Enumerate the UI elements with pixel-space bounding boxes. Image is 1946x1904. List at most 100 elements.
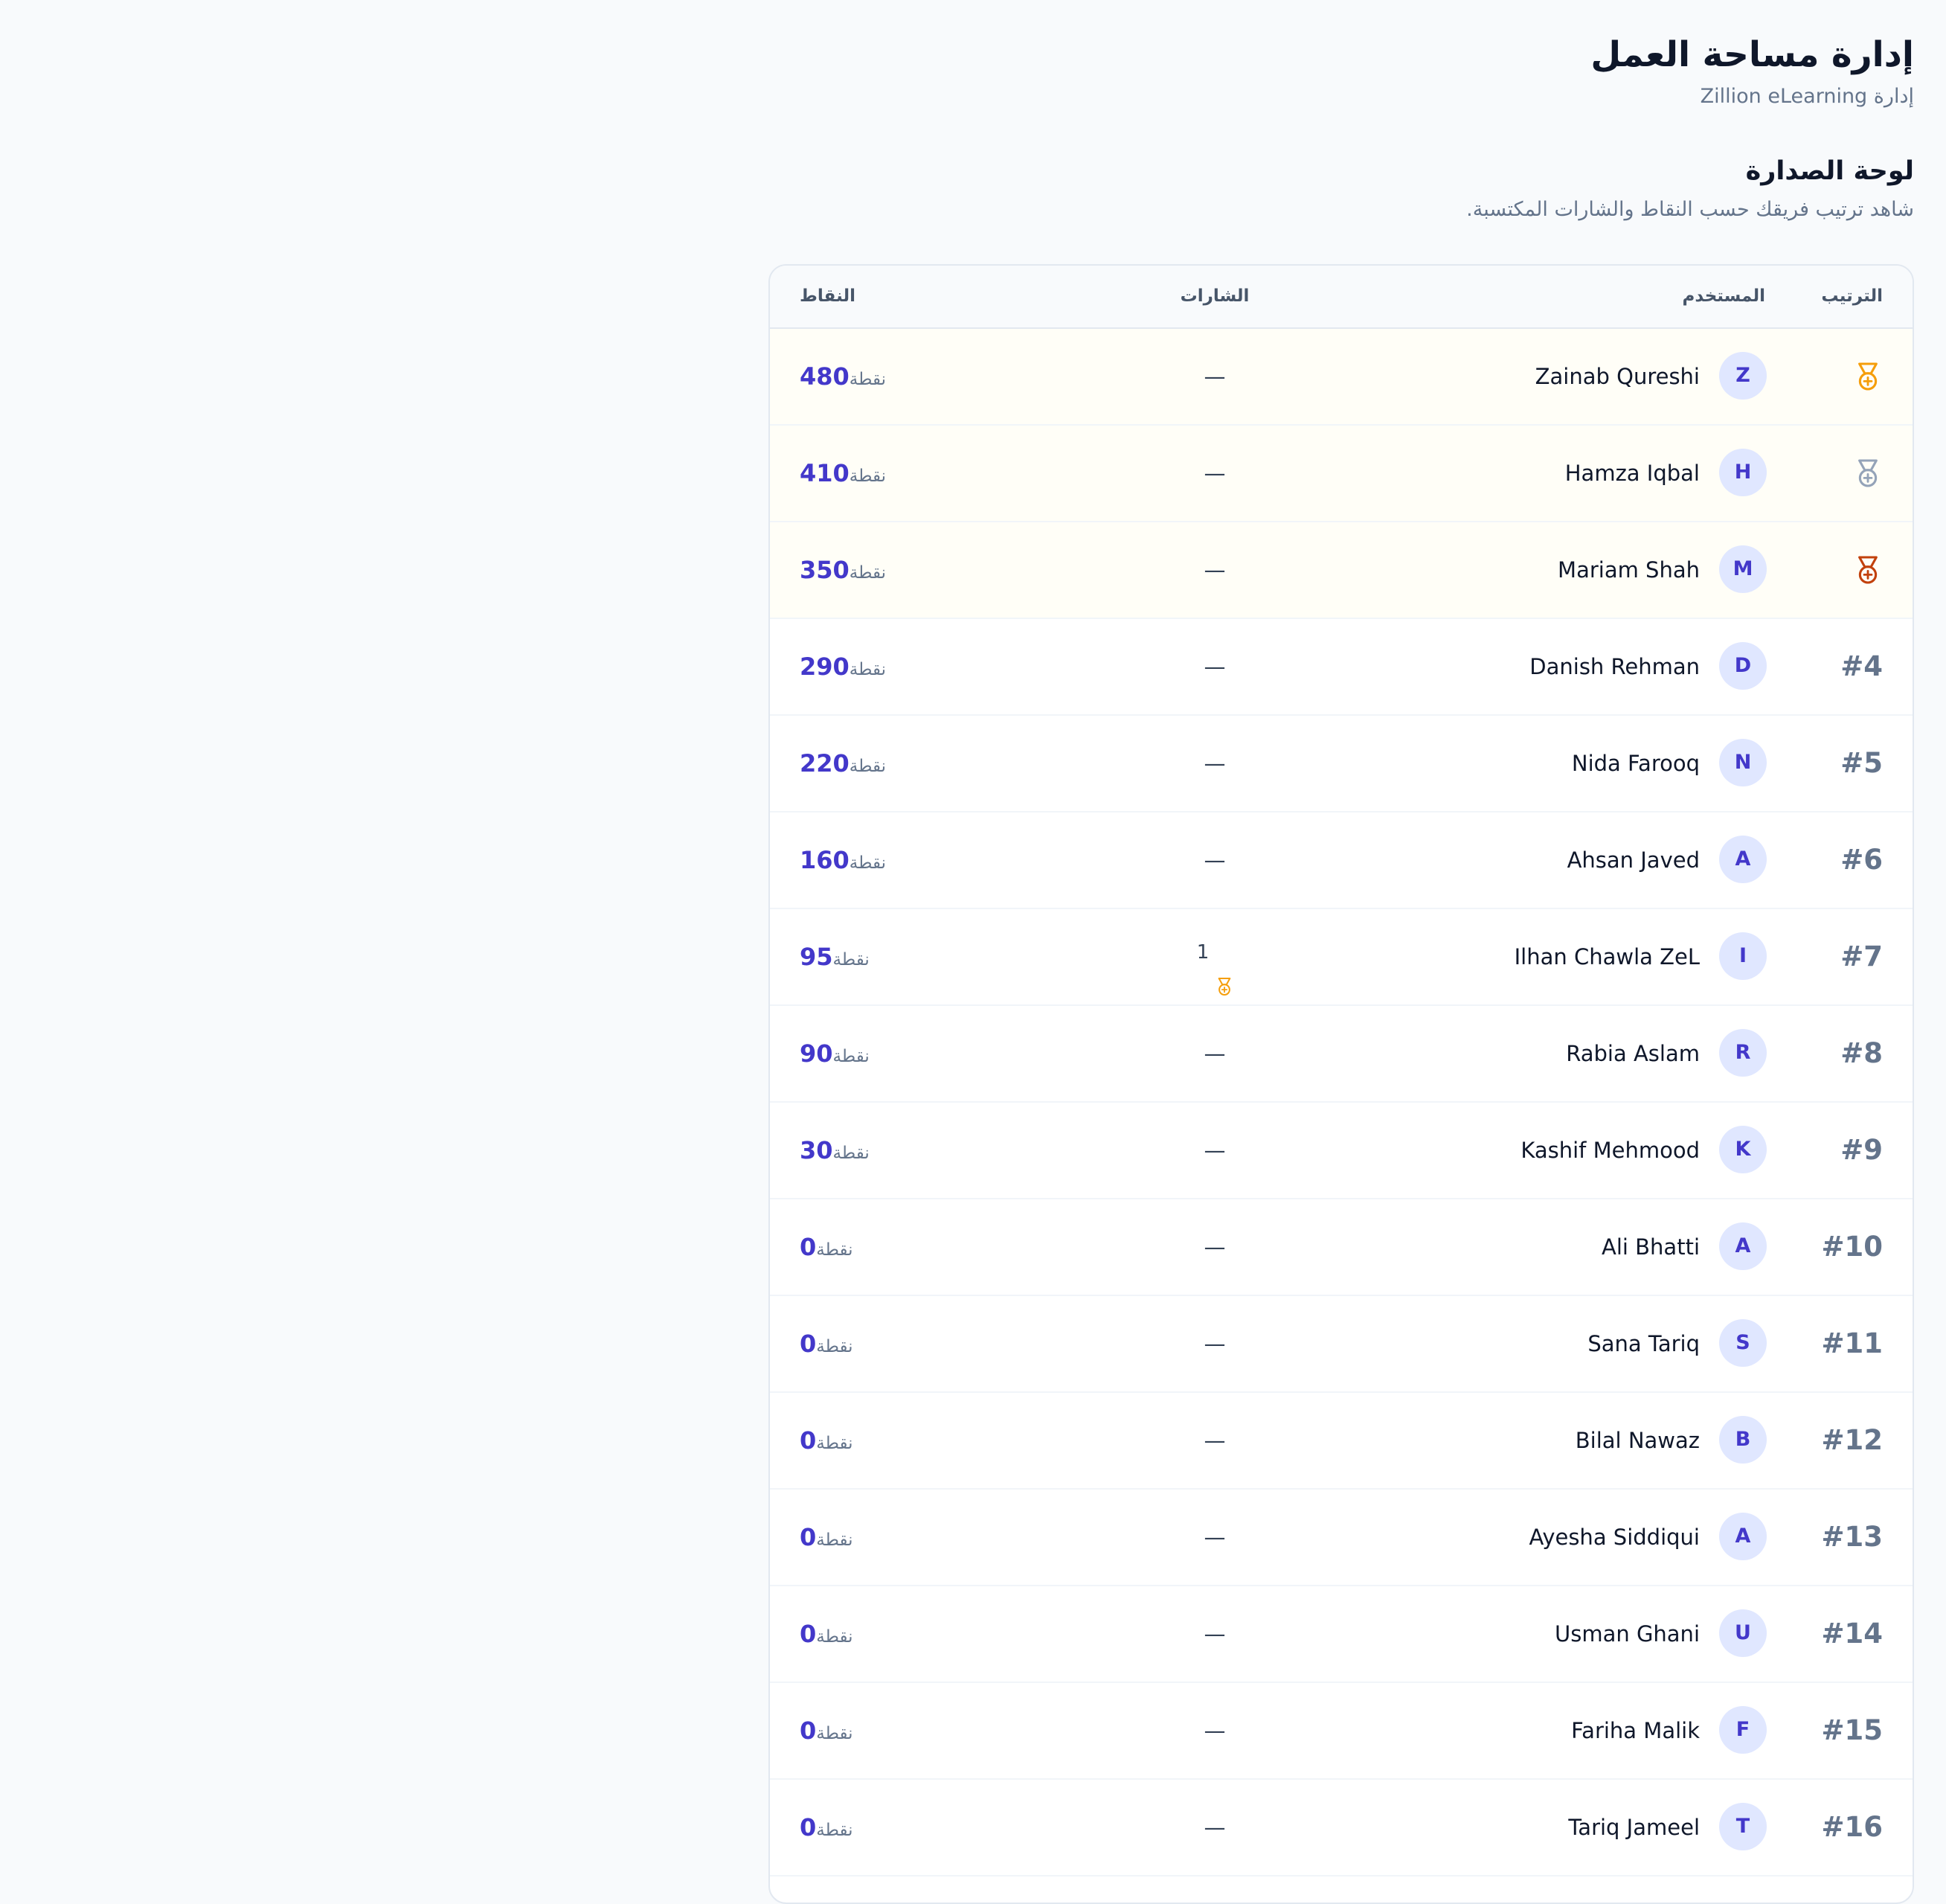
- points-unit-label: نقطة: [832, 1047, 870, 1066]
- column-header-user: المستخدم: [1682, 286, 1765, 306]
- points-unit-label: نقطة: [816, 1434, 853, 1453]
- points-cell: نقطة0: [800, 1393, 859, 1488]
- avatar: Z: [1719, 352, 1767, 400]
- rank-number: #16: [1821, 1811, 1884, 1843]
- badges-cell: —: [1140, 1683, 1289, 1778]
- rank-number: #7: [1840, 940, 1883, 972]
- table-row: #7 I Ilhan Chawla ZeL 1 نقطة95: [770, 909, 1913, 1006]
- leaderboard-section-header: لوحة الصدارة شاهد ترتيب فريقك حسب النقاط…: [1466, 153, 1914, 225]
- table-row: #16 T Tariq Jameel — نقطة0: [770, 1780, 1913, 1876]
- points-cell: نقطة410: [800, 426, 892, 521]
- avatar: S: [1719, 1319, 1767, 1367]
- points-unit-label: نقطة: [816, 1337, 853, 1356]
- badges-cell: —: [1140, 522, 1289, 618]
- points-value: 410: [800, 459, 850, 487]
- points-cell: نقطة350: [800, 522, 892, 618]
- table-row: #9 K Kashif Mehmood — نقطة30: [770, 1103, 1913, 1199]
- badges-cell: —: [1140, 1586, 1289, 1682]
- table-header: الترتيب المستخدم الشارات النقاط: [770, 266, 1913, 329]
- user-name: Mariam Shah: [1558, 557, 1700, 583]
- table-row: #4 D Danish Rehman — نقطة290: [770, 619, 1913, 716]
- avatar: A: [1719, 836, 1767, 883]
- no-badges-dash: —: [1204, 751, 1226, 776]
- avatar: R: [1719, 1029, 1767, 1077]
- badges-cell: —: [1140, 1199, 1289, 1295]
- user-name: Fariha Malik: [1571, 1718, 1700, 1743]
- avatar: D: [1719, 642, 1767, 690]
- points-unit-label: نقطة: [816, 1724, 853, 1743]
- table-row: #8 R Rabia Aslam — نقطة90: [770, 1006, 1913, 1103]
- user-name: Tariq Jameel: [1568, 1815, 1700, 1840]
- avatar: I: [1719, 932, 1767, 980]
- rank-number: #10: [1821, 1231, 1884, 1263]
- user-name: Danish Rehman: [1529, 654, 1700, 679]
- points-value: 90: [800, 1039, 833, 1068]
- points-value: 220: [800, 749, 850, 778]
- points-unit-label: نقطة: [816, 1821, 853, 1840]
- no-badges-dash: —: [1204, 1815, 1226, 1840]
- user-name: Ali Bhatti: [1601, 1234, 1700, 1260]
- bronze-medal-svg: [1858, 556, 1878, 584]
- badges-cell: —: [1140, 812, 1289, 908]
- leaderboard-title: لوحة الصدارة: [1745, 156, 1914, 186]
- avatar: H: [1719, 449, 1767, 496]
- points-value: 480: [800, 362, 850, 391]
- user-name: Nida Farooq: [1571, 751, 1700, 776]
- table-row: #10 A Ali Bhatti — نقطة0: [770, 1199, 1913, 1296]
- avatar: A: [1719, 1222, 1767, 1270]
- badges-cell: —: [1140, 1393, 1289, 1488]
- points-value: 0: [800, 1717, 817, 1745]
- gold-medal-icon: [1855, 362, 1881, 391]
- badges-cell: —: [1140, 1780, 1289, 1875]
- points-value: 30: [800, 1136, 833, 1164]
- points-value: 95: [800, 943, 833, 971]
- leaderboard-description: شاهد ترتيب فريقك حسب النقاط والشارات الم…: [1466, 198, 1914, 221]
- user-name: Kashif Mehmood: [1520, 1138, 1700, 1163]
- no-badges-dash: —: [1204, 1331, 1226, 1356]
- points-value: 0: [800, 1330, 817, 1358]
- avatar: F: [1719, 1706, 1767, 1754]
- avatar: N: [1719, 739, 1767, 786]
- page-subtitle: إدارة Zillion eLearning: [1700, 85, 1914, 108]
- table-row: #6 A Ahsan Javed — نقطة160: [770, 812, 1913, 909]
- rank-number: #9: [1840, 1134, 1883, 1166]
- table-row: Z Zainab Qureshi — نقطة480: [770, 329, 1913, 426]
- points-unit-label: نقطة: [832, 950, 870, 969]
- points-value: 0: [800, 1523, 817, 1551]
- avatar: T: [1719, 1803, 1767, 1850]
- rank-number: #14: [1821, 1618, 1884, 1650]
- leaderboard-table: الترتيب المستخدم الشارات النقاط Z Zainab …: [768, 264, 1914, 1904]
- points-cell: نقطة480: [800, 329, 892, 424]
- no-badges-dash: —: [1204, 654, 1226, 679]
- avatar: A: [1719, 1513, 1767, 1560]
- badges-cell: —: [1140, 329, 1289, 424]
- table-row: #5 N Nida Farooq — نقطة220: [770, 716, 1913, 812]
- rank-number: #6: [1840, 844, 1883, 876]
- points-cell: نقطة90: [800, 1006, 876, 1101]
- rank-number: #5: [1840, 747, 1883, 779]
- table-row: #13 A Ayesha Siddiqui — نقطة0: [770, 1490, 1913, 1586]
- points-unit-label: نقطة: [849, 563, 887, 583]
- user-name: Sana Tariq: [1587, 1331, 1700, 1356]
- no-badges-dash: —: [1204, 1234, 1226, 1260]
- table-row: #12 B Bilal Nawaz — نقطة0: [770, 1393, 1913, 1490]
- points-unit-label: نقطة: [849, 853, 887, 873]
- points-cell: نقطة290: [800, 619, 892, 714]
- points-unit-label: نقطة: [849, 467, 887, 486]
- no-badges-dash: —: [1204, 1525, 1226, 1550]
- badge-count: 1: [1196, 941, 1210, 964]
- avatar: M: [1719, 545, 1767, 593]
- points-cell: نقطة0: [800, 1586, 859, 1682]
- table-row: #15 F Fariha Malik — نقطة0: [770, 1683, 1913, 1780]
- avatar: B: [1719, 1416, 1767, 1464]
- avatar: U: [1719, 1609, 1767, 1657]
- rank-number: #8: [1840, 1037, 1883, 1069]
- badges-cell: 1: [1140, 909, 1289, 1004]
- points-value: 290: [800, 653, 850, 681]
- points-cell: نقطة0: [800, 1683, 859, 1778]
- no-badges-dash: —: [1204, 1621, 1226, 1647]
- table-row: M Mariam Shah — نقطة350: [770, 522, 1913, 619]
- silver-medal-icon: [1855, 458, 1881, 488]
- user-name: Ilhan Chawla ZeL: [1514, 944, 1700, 969]
